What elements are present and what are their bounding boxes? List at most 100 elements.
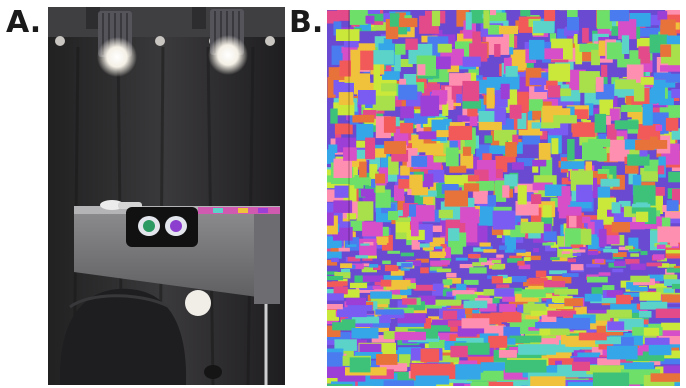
wall-tile — [486, 87, 495, 109]
floor-tile — [463, 300, 488, 309]
floor-tile — [364, 255, 377, 259]
floor-tile — [397, 320, 425, 327]
wall-tile — [404, 113, 428, 124]
floor-tile — [327, 352, 343, 367]
floor-tile — [626, 281, 639, 290]
wall-tile — [558, 96, 574, 107]
wall-tile — [389, 13, 400, 27]
wall-tile — [504, 174, 518, 187]
wall-tile — [657, 226, 680, 243]
wall-tile — [349, 10, 368, 25]
floor-tile — [432, 283, 444, 290]
wall-tile — [644, 159, 662, 172]
floor-tile — [369, 264, 379, 268]
floor-tile — [626, 351, 665, 362]
floor-tile — [594, 258, 604, 264]
floor-tile — [533, 248, 539, 253]
wall-tile — [633, 80, 645, 102]
wall-tile — [657, 11, 668, 21]
floor-tile — [360, 243, 370, 246]
floor-tile — [327, 271, 338, 275]
floor-tile — [553, 306, 574, 315]
wall-tile — [657, 165, 665, 175]
wall-tile — [587, 138, 611, 148]
wall-tile — [626, 64, 644, 83]
wall-tile — [362, 110, 377, 119]
wall-tile — [579, 216, 591, 224]
wall-tile — [375, 173, 386, 184]
floor-tile — [667, 252, 680, 256]
wall-tile — [628, 164, 638, 185]
wall-tile — [594, 133, 607, 144]
wall-tile — [632, 174, 642, 196]
wall-tile — [599, 98, 614, 116]
floor-tile — [480, 260, 494, 266]
wall-tile — [356, 201, 374, 221]
wall-tile — [609, 10, 630, 22]
wall-tile — [503, 57, 512, 74]
floor-tile — [395, 287, 412, 296]
floor-tile — [332, 322, 351, 331]
wall-tile — [328, 144, 338, 153]
wall-tile — [369, 153, 381, 170]
wall-tile — [549, 88, 572, 97]
floor-tile — [472, 313, 496, 322]
floor-tile — [417, 318, 432, 330]
wall-tile — [365, 15, 375, 24]
wall-tile — [638, 46, 651, 64]
wall-tile — [350, 158, 367, 167]
floor-tile — [470, 381, 498, 386]
floor-tile — [507, 258, 523, 263]
floor-tile — [508, 301, 529, 308]
wall-tile — [449, 130, 461, 150]
floor-tile — [605, 259, 615, 263]
wall-tile — [462, 80, 480, 102]
wall-tile — [486, 77, 506, 88]
wall-tile — [438, 209, 453, 219]
wall-tile — [368, 13, 391, 22]
wall-tile — [615, 79, 636, 90]
wall-tile — [520, 221, 544, 234]
floor-tile — [665, 249, 680, 254]
floor-tile — [655, 308, 680, 318]
wall-tile — [382, 71, 400, 80]
floor-tile — [513, 249, 526, 253]
floor-tile — [630, 286, 649, 292]
floor-tile — [337, 307, 367, 318]
wall-tile — [660, 65, 680, 72]
wall-tile — [618, 19, 637, 40]
floor-tile — [415, 258, 429, 263]
floor-tile — [387, 250, 400, 254]
wall-tile — [579, 43, 600, 52]
floor-tile — [588, 336, 621, 345]
floor-tile — [625, 259, 640, 265]
floor-tile — [562, 253, 574, 258]
wall-tile — [397, 196, 405, 217]
wall-tile — [636, 37, 658, 48]
floor-tile — [590, 295, 617, 304]
wall-tile — [333, 102, 355, 116]
floor-tile — [483, 289, 500, 296]
wall-tile — [598, 228, 607, 247]
wall-tile — [467, 175, 479, 182]
floor-tile — [499, 276, 512, 284]
floor-tile — [564, 298, 583, 307]
floor-tile — [483, 249, 497, 253]
wall-tile — [606, 123, 617, 141]
floor-tile — [579, 321, 611, 330]
wall-tile — [449, 122, 466, 129]
wall-tile — [650, 84, 665, 104]
floor-tile — [440, 244, 447, 249]
wall-tile — [630, 221, 645, 230]
floor-tile — [506, 291, 529, 296]
wall-tile — [327, 212, 334, 226]
floor-tile — [573, 357, 613, 365]
wall-tile — [625, 165, 639, 174]
wall-tile — [502, 185, 510, 198]
wall-tile — [495, 155, 508, 173]
floor-tile — [433, 299, 461, 306]
floor-tile — [614, 261, 626, 267]
floor-tile — [461, 318, 490, 329]
floor-tile — [563, 248, 573, 253]
wall-tile — [671, 128, 680, 140]
